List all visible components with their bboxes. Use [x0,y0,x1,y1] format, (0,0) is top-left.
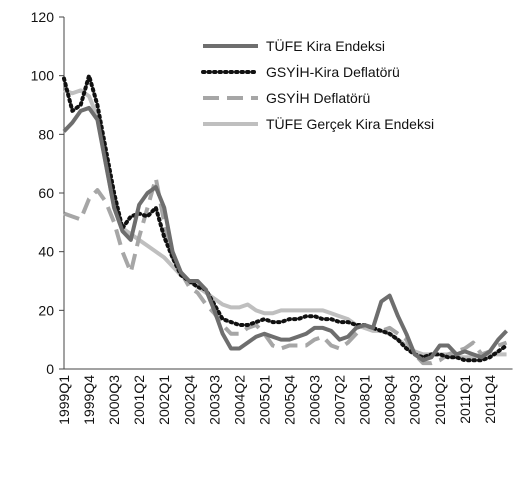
x-tick-label: 2002Q4 [181,375,197,425]
x-tick-label: 2002Q1 [156,375,172,425]
legend-label: GSYİH-Kira Deflatörü [266,63,400,80]
x-tick-label: 2007Q2 [332,375,348,425]
x-tick-label: 2006Q3 [307,375,323,425]
legend-label: TÜFE Kira Endeksi [266,37,385,54]
x-tick-label: 2011Q4 [482,375,498,424]
x-tick-label: 2005Q4 [281,375,297,425]
y-tick-label: 20 [38,302,54,318]
x-tick-label: 2008Q4 [382,375,398,425]
x-tick-label: 2009Q3 [407,375,423,425]
line-series [62,105,509,363]
y-tick-label: 60 [38,185,54,201]
x-tick-label: 2003Q3 [206,375,222,425]
x-tick-label: 1999Q4 [81,375,97,425]
y-tick-label: 100 [31,68,55,84]
x-tick-label: 2010Q2 [432,375,448,425]
line-series [63,176,508,366]
y-tick-label: 80 [38,126,54,142]
legend-label: GSYİH Deflatörü [266,89,370,106]
x-tick-label: 2008Q1 [357,375,373,425]
x-tick-label: 2004Q2 [231,375,247,425]
legend-label: TÜFE Gerçek Kira Endeksi [266,115,434,132]
x-tick-label: 2011Q1 [457,375,473,424]
x-tick-label: 2000Q3 [106,375,122,425]
y-tick-label: 0 [46,361,54,377]
x-tick-label: 1999Q1 [56,375,72,425]
y-tick-label: 40 [38,244,54,260]
y-tick-label: 120 [31,9,55,25]
x-tick-label: 2001Q2 [131,375,147,425]
x-tick-label: 2005Q1 [256,375,272,425]
